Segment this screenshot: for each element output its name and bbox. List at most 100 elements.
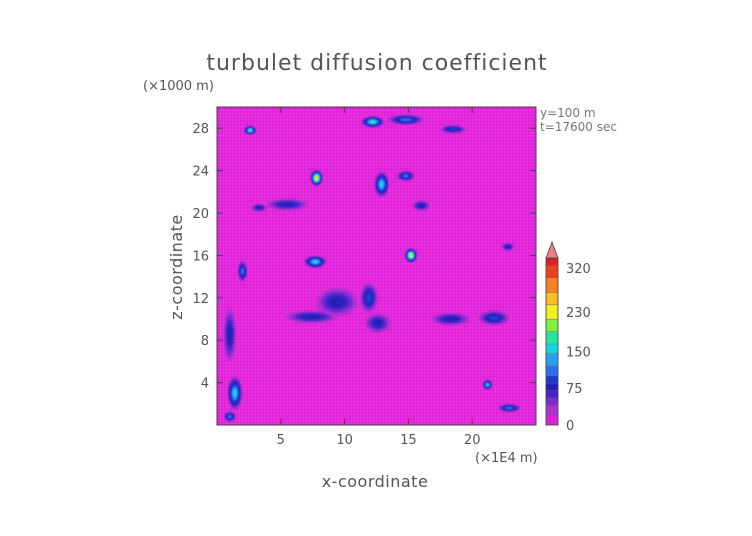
contour-level bbox=[227, 415, 232, 419]
contour-level bbox=[227, 324, 233, 346]
colorbar-tick-label: 320 bbox=[566, 262, 591, 277]
heatmap-feature bbox=[223, 308, 237, 362]
contour-level bbox=[442, 316, 459, 322]
heatmap-feature bbox=[497, 403, 521, 413]
heatmap-feature bbox=[361, 116, 385, 128]
colorbar-segment bbox=[545, 331, 559, 345]
heatmap-feature bbox=[440, 125, 466, 134]
x-axis-label: x-coordinate bbox=[322, 472, 429, 491]
x-tick-label: 5 bbox=[277, 433, 285, 448]
heatmap-feature bbox=[359, 282, 378, 313]
colorbar-tick-label: 150 bbox=[566, 345, 591, 360]
colorbar: 0 75 150 230 320 bbox=[545, 240, 591, 434]
contour-level bbox=[372, 319, 383, 328]
y-tick-label: 20 bbox=[192, 207, 209, 222]
contour-level bbox=[233, 389, 237, 397]
x-tick-label: 10 bbox=[336, 433, 353, 448]
x-axis-unit: (×1E4 m) bbox=[475, 451, 538, 466]
y-tick-label: 12 bbox=[192, 292, 209, 307]
chart-title: turbulet diffusion coefficient bbox=[206, 51, 547, 76]
annotation-y-position: y=100 m bbox=[540, 106, 596, 120]
y-tick-label: 16 bbox=[192, 249, 209, 264]
y-axis-label: z-coordinate bbox=[167, 214, 186, 320]
heatmap-feature bbox=[387, 114, 424, 126]
heatmap-feature bbox=[482, 379, 493, 391]
heatmap-feature bbox=[404, 247, 418, 263]
colorbar-segment bbox=[545, 405, 559, 416]
contour-level bbox=[279, 202, 296, 207]
x-tick-label: 15 bbox=[400, 433, 417, 448]
contour-level bbox=[486, 383, 489, 386]
colorbar-segment bbox=[545, 304, 559, 320]
heatmap-feature bbox=[396, 170, 415, 182]
plot-frame bbox=[216, 106, 537, 426]
heatmap-feature bbox=[412, 200, 431, 211]
contour-level bbox=[409, 254, 413, 257]
y-tick-label: 24 bbox=[192, 165, 209, 180]
colorbar-extend-arrow bbox=[545, 240, 559, 259]
colorbar-segment bbox=[545, 365, 559, 377]
heatmap-feature bbox=[478, 310, 510, 326]
contour-level bbox=[301, 314, 322, 320]
heatmap-feature bbox=[285, 310, 337, 324]
colorbar-tick-label: 230 bbox=[566, 306, 591, 321]
plot-area bbox=[217, 107, 536, 425]
contour-level bbox=[370, 120, 375, 124]
colorbar-segment bbox=[545, 375, 559, 384]
colorbar-segment bbox=[545, 277, 559, 293]
colorbar-segment bbox=[545, 265, 559, 278]
heatmap-feature bbox=[223, 411, 237, 422]
colorbar-segment bbox=[545, 353, 559, 367]
contour-level bbox=[312, 260, 318, 264]
y-axis-unit: (×1000 m) bbox=[143, 79, 214, 94]
y-tick-label: 8 bbox=[201, 334, 209, 349]
contour-level bbox=[400, 118, 411, 122]
features-group bbox=[223, 114, 521, 422]
colorbar-segment bbox=[545, 319, 559, 332]
contour-level bbox=[328, 296, 346, 308]
contour-level bbox=[315, 176, 318, 180]
heatmap-feature bbox=[227, 376, 243, 411]
contour-level bbox=[241, 268, 244, 275]
colorbar-segment bbox=[545, 383, 559, 391]
contour-level bbox=[448, 127, 458, 131]
colorbar-segment bbox=[545, 397, 559, 406]
colorbar-segment bbox=[545, 390, 559, 399]
heatmap-feature bbox=[501, 242, 515, 252]
contour-level bbox=[403, 174, 409, 178]
heatmap-feature bbox=[266, 198, 308, 211]
contour-level bbox=[505, 406, 513, 410]
contour-level bbox=[248, 129, 252, 132]
heatmap-feature bbox=[243, 125, 257, 136]
colorbar-frame bbox=[545, 257, 559, 426]
annotation-time: t=17600 sec bbox=[540, 120, 617, 134]
colorbar-segment bbox=[545, 414, 559, 426]
contour-level bbox=[379, 181, 384, 188]
x-tick-label: 20 bbox=[464, 433, 481, 448]
heatmap-feature bbox=[310, 169, 323, 187]
contour-level bbox=[505, 245, 511, 249]
colorbar-segment bbox=[545, 292, 559, 305]
contour-level bbox=[365, 292, 372, 303]
y-tick-label: 4 bbox=[201, 377, 209, 392]
contour-level bbox=[417, 203, 425, 208]
colorbar-segment bbox=[545, 343, 559, 354]
colorbar-tick-label: 0 bbox=[566, 419, 574, 434]
contour-level bbox=[256, 206, 263, 210]
heatmap-texture bbox=[217, 107, 536, 425]
heatmap-feature bbox=[365, 313, 391, 333]
plot-clip-group bbox=[217, 107, 536, 425]
axes: 5 10 15 20 4 8 12 16 20 24 28 bbox=[192, 106, 537, 448]
heatmap-feature bbox=[237, 260, 248, 282]
colorbar-tick-label: 75 bbox=[566, 382, 583, 397]
contour-level bbox=[488, 315, 499, 321]
heatmap-feature bbox=[373, 171, 390, 198]
y-tick-label: 28 bbox=[192, 122, 209, 137]
colorbar-segment bbox=[545, 257, 559, 266]
heatmap-feature bbox=[303, 255, 327, 269]
heatmap-feature bbox=[316, 288, 358, 316]
heatmap-feature bbox=[251, 203, 267, 212]
heatmap-feature bbox=[431, 312, 470, 326]
